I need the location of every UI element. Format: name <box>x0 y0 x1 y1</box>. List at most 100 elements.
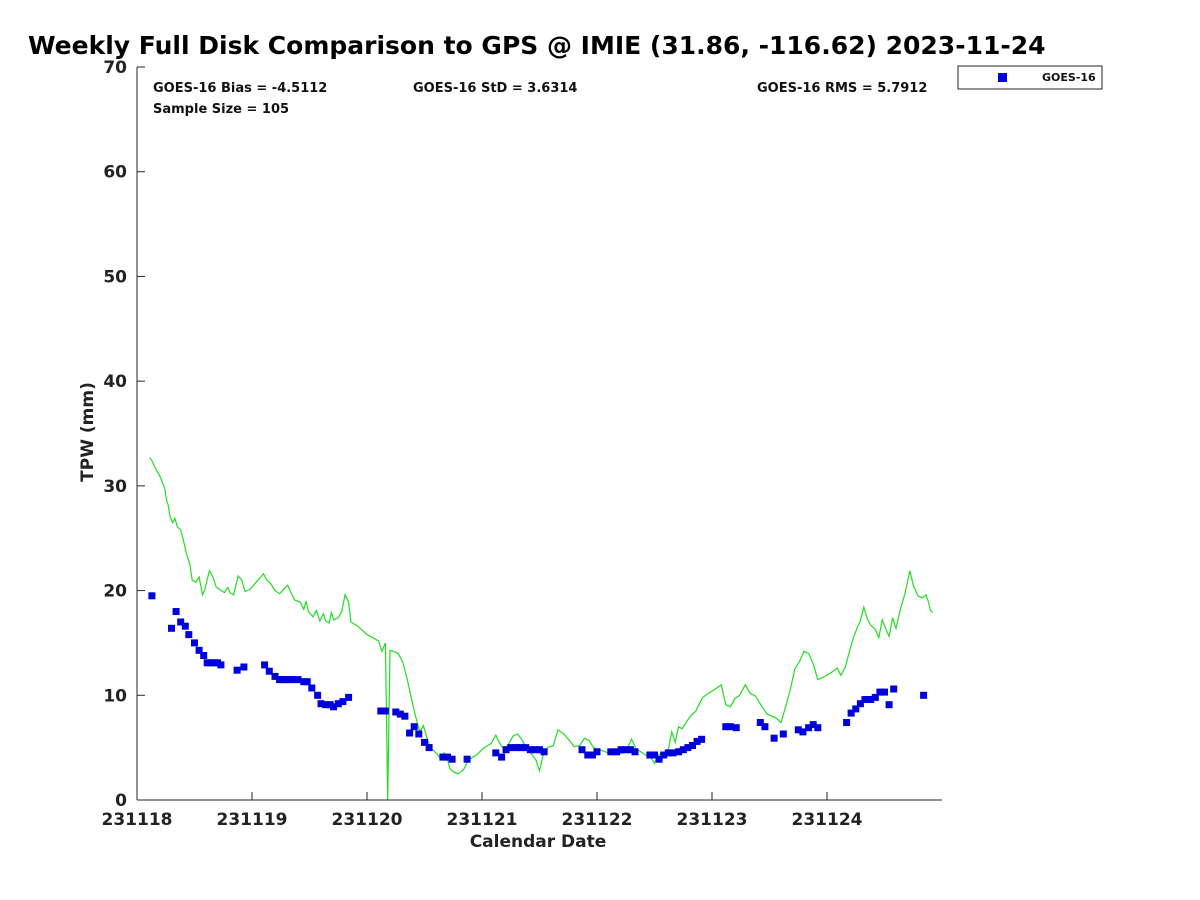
data-point-goes-16 <box>920 691 928 699</box>
data-point-goes-16 <box>217 661 225 669</box>
data-point-goes-16 <box>200 652 208 659</box>
data-point-goes-16 <box>756 719 764 726</box>
legend-box <box>957 65 1103 90</box>
data-point-goes-16 <box>513 744 520 752</box>
chart-title: Weekly Full Disk Comparison to GPS @ IMI… <box>28 31 1046 60</box>
data-point-goes-16 <box>847 709 855 717</box>
stats-block: GOES-16 Bias = -4.5112 Sample Size = 105… <box>153 81 927 117</box>
data-point-goes-16 <box>271 672 279 680</box>
data-point-goes-16 <box>265 667 273 675</box>
y-tick-label: 50 <box>103 267 127 287</box>
data-point-goes-16 <box>448 755 456 763</box>
data-point-goes-16 <box>507 744 515 752</box>
data-point-goes-16 <box>779 730 787 738</box>
data-point-goes-16 <box>679 746 687 754</box>
data-point-goes-16 <box>396 710 404 718</box>
stat-sample-size: Sample Size = 105 <box>153 102 289 117</box>
data-point-goes-16 <box>631 748 639 756</box>
data-point-goes-16 <box>669 749 677 757</box>
data-point-goes-16 <box>689 742 696 749</box>
data-point-goes-16 <box>651 751 658 759</box>
data-point-goes-16 <box>401 712 409 720</box>
stat-rms: GOES-16 RMS = 5.7912 <box>757 81 927 96</box>
x-ticks: 231118 231119 231120 231121 231122 231123 2311… <box>102 792 863 830</box>
data-point-goes-16 <box>439 753 447 761</box>
data-point-goes-16 <box>498 753 506 761</box>
data-point-goes-16 <box>885 701 893 709</box>
x-tick-label: 231124 <box>792 810 863 830</box>
data-point-goes-16 <box>492 749 500 757</box>
data-point-goes-16 <box>881 688 888 696</box>
data-point-goes-16 <box>588 751 596 759</box>
data-point-goes-16 <box>794 726 802 734</box>
y-tick-label: 40 <box>103 372 127 392</box>
data-point-goes-16 <box>698 735 706 743</box>
data-point-goes-16 <box>584 751 592 759</box>
data-point-goes-16 <box>770 734 778 742</box>
y-ticks: 0 10 20 30 40 50 60 70 <box>103 58 145 811</box>
data-point-goes-16 <box>240 663 248 671</box>
data-point-goes-16 <box>381 707 389 715</box>
data-point-goes-16 <box>843 719 851 726</box>
data-point-goes-16 <box>406 729 414 737</box>
plot-series <box>148 457 934 801</box>
data-point-goes-16 <box>536 746 543 754</box>
data-point-goes-16 <box>655 755 663 763</box>
y-tick-label: 20 <box>103 582 127 602</box>
data-point-goes-16 <box>622 746 630 754</box>
data-point-goes-16 <box>261 661 269 669</box>
data-point-goes-16 <box>531 746 539 754</box>
data-point-goes-16 <box>303 678 311 686</box>
data-point-goes-16 <box>233 666 241 674</box>
data-point-goes-16 <box>607 748 615 756</box>
data-point-goes-16 <box>289 676 297 684</box>
data-point-goes-16 <box>867 696 875 703</box>
data-point-goes-16 <box>540 748 548 756</box>
data-point-goes-16 <box>526 746 534 754</box>
data-point-goes-16 <box>345 693 353 701</box>
data-point-goes-16 <box>593 748 601 756</box>
data-point-goes-16 <box>410 723 418 731</box>
data-point-goes-16 <box>675 748 683 756</box>
data-point-goes-16 <box>726 723 734 731</box>
data-point-goes-16 <box>814 724 822 732</box>
data-point-goes-16 <box>517 744 525 752</box>
data-point-goes-16 <box>761 723 769 731</box>
data-point-goes-16 <box>444 753 451 761</box>
data-point-goes-16 <box>613 748 620 756</box>
data-point-goes-16 <box>732 724 740 732</box>
data-point-goes-16 <box>522 744 530 752</box>
series-line-gps <box>149 457 934 801</box>
stat-std: GOES-16 StD = 3.6314 <box>413 81 577 96</box>
data-point-goes-16 <box>463 755 471 763</box>
data-point-goes-16 <box>626 746 634 754</box>
data-point-goes-16 <box>377 707 385 715</box>
data-point-goes-16 <box>148 592 156 600</box>
data-point-goes-16 <box>876 688 884 696</box>
x-tick-label: 231122 <box>562 810 633 830</box>
legend: GOES-16 <box>957 65 1103 90</box>
data-point-goes-16 <box>181 622 189 630</box>
data-point-goes-16 <box>809 721 817 729</box>
y-tick-label: 30 <box>103 477 127 497</box>
y-tick-label: 60 <box>103 163 127 183</box>
data-point-goes-16 <box>684 744 692 752</box>
data-point-goes-16 <box>660 751 668 759</box>
data-point-goes-16 <box>871 693 879 701</box>
data-point-goes-16 <box>425 744 433 752</box>
data-point-goes-16 <box>856 700 864 708</box>
y-axis-label: TPW (mm) <box>78 382 98 482</box>
data-point-goes-16 <box>172 608 180 615</box>
data-point-goes-16 <box>322 701 330 709</box>
data-point-goes-16 <box>852 705 860 713</box>
y-tick-label: 0 <box>115 791 127 811</box>
x-tick-label: 231121 <box>447 810 518 830</box>
stat-bias: GOES-16 Bias = -4.5112 <box>153 81 327 96</box>
data-point-goes-16 <box>185 631 193 639</box>
data-point-goes-16 <box>168 624 175 632</box>
data-point-goes-16 <box>334 700 342 708</box>
data-point-goes-16 <box>177 618 185 626</box>
data-point-goes-16 <box>805 724 813 732</box>
data-point-goes-16 <box>330 703 338 711</box>
